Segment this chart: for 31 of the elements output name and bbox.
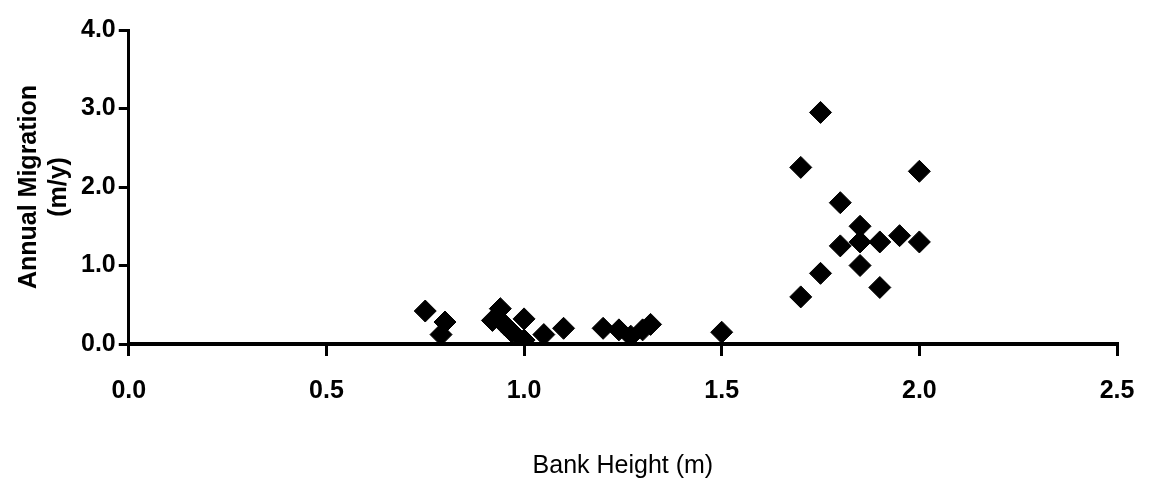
point xyxy=(907,230,931,254)
y-tick-label: 2.0 xyxy=(80,170,116,199)
point xyxy=(532,323,556,344)
x-tick-label: 2.0 xyxy=(901,374,937,403)
point xyxy=(888,224,912,248)
point xyxy=(907,159,931,183)
point xyxy=(789,285,813,309)
x-tick-label: 1.5 xyxy=(704,374,740,403)
point xyxy=(848,254,872,277)
y-tick-label: 3.0 xyxy=(80,92,116,121)
point xyxy=(809,261,833,285)
y-axis-title: Annual Migration (m/y) xyxy=(12,84,71,290)
point xyxy=(413,299,437,323)
point xyxy=(552,316,576,340)
point xyxy=(789,155,813,179)
point xyxy=(512,307,536,331)
point xyxy=(868,275,892,299)
x-tick-label: 0.0 xyxy=(111,374,147,403)
point xyxy=(828,191,852,215)
x-axis-title: Bank Height (m) xyxy=(532,449,714,478)
y-tick-label: 0.0 xyxy=(80,327,116,356)
point xyxy=(710,320,734,344)
point xyxy=(433,310,457,334)
x-tick-label: 1.0 xyxy=(506,374,542,403)
x-tick-label: 2.5 xyxy=(1099,374,1135,403)
x-tick-label: 0.5 xyxy=(309,374,344,403)
y-tick-label: 1.0 xyxy=(80,249,116,278)
y-tick-label: 4.0 xyxy=(80,13,116,42)
point xyxy=(868,230,892,254)
point xyxy=(828,234,852,258)
point xyxy=(809,100,833,124)
